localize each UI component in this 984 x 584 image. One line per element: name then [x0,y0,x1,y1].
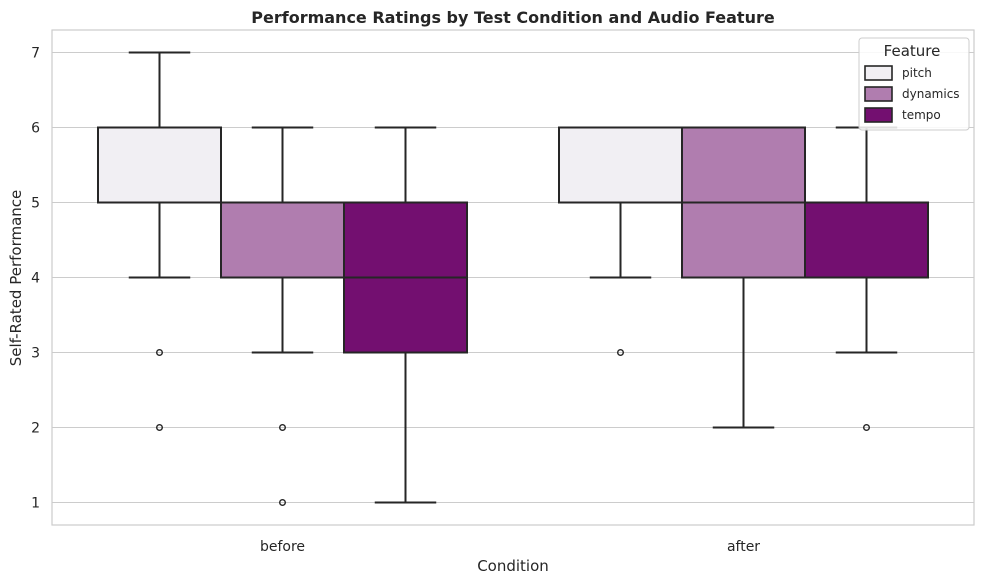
x-axis-label: Condition [477,557,549,575]
legend: Feature pitch dynamics tempo [858,37,970,131]
outlier-point [279,499,287,507]
outlier-point [155,349,163,357]
legend-frame [858,37,970,131]
outlier-point [617,349,625,357]
y-axis-label: Self-Rated Performance [7,190,25,367]
box-dynamics-after [681,126,806,429]
box-body [558,126,683,204]
y-tick-label: 2 [31,421,40,437]
box-dynamics-before [220,126,345,507]
legend-label-tempo: tempo [902,108,941,122]
legend-swatch-dynamics [864,86,893,102]
legend-title: Feature [884,42,941,60]
x-tick-label: before [260,539,305,555]
y-tick-label: 1 [31,496,40,512]
y-tick-label: 4 [31,271,40,287]
x-tick-label: after [727,539,760,555]
outlier-point [155,424,163,432]
legend-swatch-tempo [864,107,893,123]
outlier-point [279,424,287,432]
y-tick-label: 6 [31,121,40,137]
x-axis-ticks: before after [260,539,760,555]
legend-label-pitch: pitch [902,66,932,80]
box-pitch-before [97,51,222,432]
legend-swatch-pitch [864,65,893,81]
legend-label-dynamics: dynamics [902,87,960,101]
y-tick-label: 7 [31,46,40,62]
box-body [220,201,345,279]
box-body [804,201,929,279]
y-tick-label: 3 [31,346,40,362]
box-tempo-after [804,126,929,432]
outlier-point [863,424,871,432]
y-axis-ticks: 1 2 3 4 5 6 7 [31,46,40,512]
y-tick-label: 5 [31,196,40,212]
box-tempo-before [343,126,468,504]
box-series [97,51,929,507]
box-body [97,126,222,204]
box-pitch-after [558,126,683,357]
chart-title: Performance Ratings by Test Condition an… [251,8,775,27]
